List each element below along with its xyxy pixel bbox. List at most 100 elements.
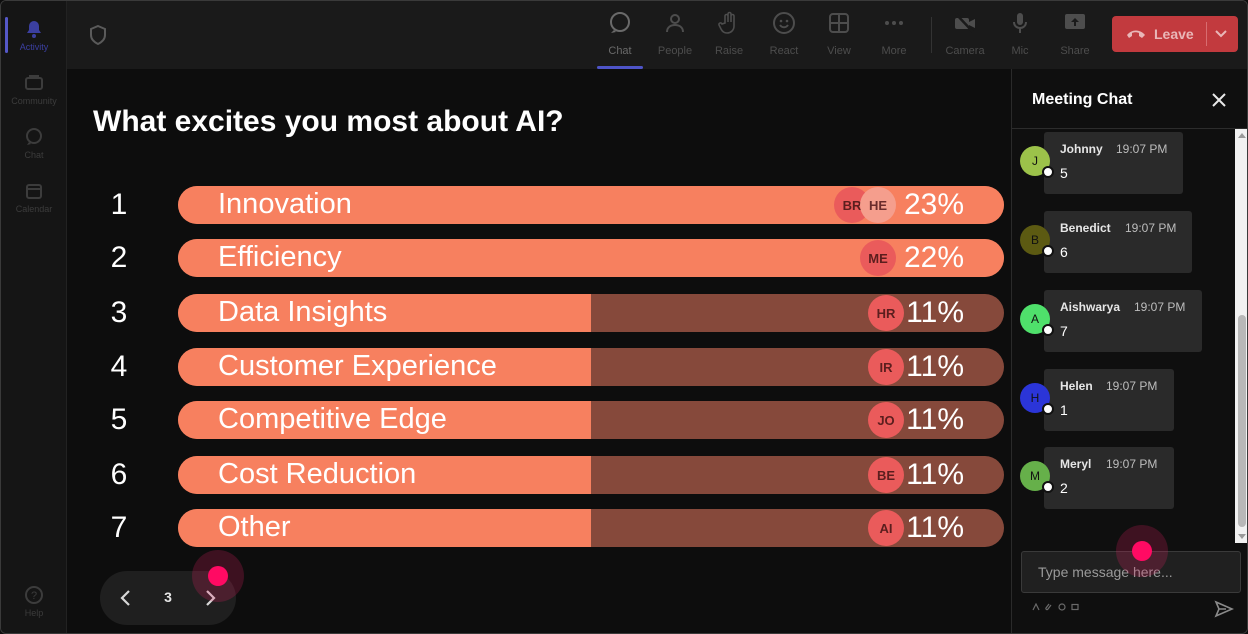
option-rank: 2 xyxy=(110,241,128,274)
rail-item-label: Chat xyxy=(24,149,44,160)
leave-button[interactable]: Leave xyxy=(1112,16,1238,52)
poll-option-row: 2 Efficiency ME 22% xyxy=(67,239,1011,277)
message-time: 19:07 PM xyxy=(1134,300,1186,314)
option-label: Cost Reduction xyxy=(218,458,417,490)
send-icon[interactable] xyxy=(1214,599,1234,619)
presence-dot xyxy=(1042,166,1054,178)
scroll-down-icon[interactable] xyxy=(1238,534,1246,539)
poll-option-row: 5 Competitive Edge JO 11% xyxy=(67,401,1011,439)
chat-message: Johnny 19:07 PM 5 J xyxy=(1020,132,1220,196)
option-rank: 5 xyxy=(110,403,128,436)
option-label: Data Insights xyxy=(218,296,388,328)
presence-dot xyxy=(1042,324,1054,336)
share-icon xyxy=(1065,14,1085,29)
left-rail: Activity Community Chat Calendar ? Help xyxy=(1,1,67,633)
voter-avatar: AI xyxy=(868,510,904,546)
svg-text:?: ? xyxy=(31,590,37,602)
toolbar-view-button[interactable]: View xyxy=(814,11,864,63)
toolbar-chat-button[interactable]: Chat xyxy=(595,11,645,69)
calendar-icon xyxy=(26,183,42,199)
option-bar: Competitive Edge JO 11% xyxy=(178,401,1004,439)
format-toolbar xyxy=(1032,603,1079,611)
scroll-up-icon[interactable] xyxy=(1238,133,1246,138)
mic-icon xyxy=(1013,13,1027,33)
toolbar-react-button[interactable]: React xyxy=(759,11,809,63)
voter-avatar: IR xyxy=(868,349,904,385)
message-time: 19:07 PM xyxy=(1106,379,1158,393)
sender-name: Aishwarya xyxy=(1060,300,1121,314)
message-bubble: Johnny 19:07 PM 5 xyxy=(1044,132,1183,194)
message-bubble: Aishwarya 19:07 PM 7 xyxy=(1044,290,1202,352)
rail-item-activity[interactable]: Activity xyxy=(1,9,67,61)
meeting-chat-panel: Meeting Chat Johnny 19:07 PM 5 J Benedict 19:… xyxy=(1011,69,1247,633)
option-label: Competitive Edge xyxy=(218,403,447,435)
attach-icon[interactable] xyxy=(1045,603,1053,611)
chat-messages: Johnny 19:07 PM 5 J Benedict 19:07 PM 6 B Aishwa… xyxy=(1012,129,1234,543)
close-icon[interactable] xyxy=(1210,91,1228,109)
bell-icon xyxy=(27,20,41,38)
meeting-toolbar: Chat People Raise React View More Camera xyxy=(67,1,1247,69)
chat-message: Helen 19:07 PM 1 H xyxy=(1020,369,1220,433)
option-rank: 1 xyxy=(110,188,128,221)
emoji-icon[interactable] xyxy=(1058,603,1066,611)
option-bar: Customer Experience IR 11% xyxy=(178,348,1004,386)
voter-avatar: HR xyxy=(868,295,904,331)
format-icon[interactable] xyxy=(1032,603,1040,611)
rail-item-label: Community xyxy=(11,95,57,106)
gif-icon[interactable] xyxy=(1071,603,1079,611)
rail-item-label: Calendar xyxy=(15,203,53,214)
message-time: 19:07 PM xyxy=(1116,142,1168,156)
sender-name: Helen xyxy=(1060,379,1093,393)
toolbar-people-button[interactable]: People xyxy=(650,11,700,63)
rail-item-label: Activity xyxy=(19,41,49,52)
chevron-down-icon[interactable] xyxy=(1214,28,1228,40)
presence-dot xyxy=(1042,481,1054,493)
rail-item-calendar[interactable]: Calendar xyxy=(1,171,67,223)
smiley-icon xyxy=(773,12,795,34)
chat-title: Meeting Chat xyxy=(1032,91,1133,108)
rail-item-community[interactable]: Community xyxy=(1,63,67,115)
chevron-right-icon[interactable] xyxy=(199,587,221,609)
community-icon xyxy=(25,74,43,90)
toolbar-share-button[interactable]: Share xyxy=(1050,11,1100,63)
more-icon xyxy=(885,21,903,25)
rail-item-chat[interactable]: Chat xyxy=(1,117,67,169)
option-bar: Data Insights HR 11% xyxy=(178,294,1004,332)
people-icon xyxy=(666,14,684,33)
option-bar: Cost Reduction BE 11% xyxy=(178,456,1004,494)
toolbar-divider xyxy=(931,17,932,53)
option-percent: 11% xyxy=(906,458,964,491)
message-bubble: Meryl 19:07 PM 2 xyxy=(1044,447,1174,509)
chat-scrollbar[interactable] xyxy=(1235,129,1247,543)
sender-name: Meryl xyxy=(1060,457,1092,471)
chat-icon xyxy=(610,12,630,33)
option-bar-fill xyxy=(178,401,591,439)
option-percent: 11% xyxy=(906,403,964,436)
option-label: Customer Experience xyxy=(218,350,497,382)
scrollbar-thumb[interactable] xyxy=(1238,315,1246,527)
rail-item-help[interactable]: ? Help xyxy=(1,575,67,627)
hang-up-icon xyxy=(1127,30,1145,38)
chat-message: Benedict 19:07 PM 6 B xyxy=(1020,211,1220,275)
option-rank: 7 xyxy=(110,511,128,544)
poll-option-row: 1 Innovation BR HE 23% xyxy=(67,186,1011,224)
toolbar-mic-button[interactable]: Mic xyxy=(995,11,1045,63)
option-bar-fill xyxy=(178,294,591,332)
chat-message: Aishwarya 19:07 PM 7 A xyxy=(1020,290,1220,354)
option-bar-fill xyxy=(178,348,591,386)
option-label: Innovation xyxy=(218,188,352,220)
option-percent: 11% xyxy=(906,511,964,544)
chat-message-input[interactable] xyxy=(1021,551,1241,593)
toolbar-more-button[interactable]: More xyxy=(869,11,919,63)
message-text: 6 xyxy=(1060,244,1068,260)
option-label: Other xyxy=(218,511,291,543)
chat-icon xyxy=(26,127,42,145)
message-time: 19:07 PM xyxy=(1125,221,1177,235)
chevron-left-icon[interactable] xyxy=(115,587,137,609)
toolbar-raise-button[interactable]: Raise xyxy=(704,11,754,63)
toolbar-camera-button[interactable]: Camera xyxy=(940,11,990,63)
option-label: Efficiency xyxy=(218,241,342,273)
grid-icon xyxy=(829,13,849,33)
shield-icon[interactable] xyxy=(89,25,107,45)
message-text: 5 xyxy=(1060,165,1068,181)
